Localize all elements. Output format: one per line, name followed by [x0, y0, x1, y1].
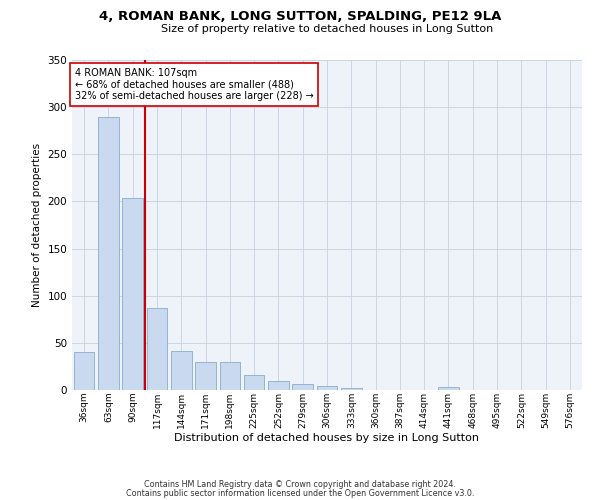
Text: Contains public sector information licensed under the Open Government Licence v3: Contains public sector information licen…	[126, 489, 474, 498]
Text: 4, ROMAN BANK, LONG SUTTON, SPALDING, PE12 9LA: 4, ROMAN BANK, LONG SUTTON, SPALDING, PE…	[99, 10, 501, 23]
Text: Contains HM Land Registry data © Crown copyright and database right 2024.: Contains HM Land Registry data © Crown c…	[144, 480, 456, 489]
Bar	[122, 198, 143, 390]
Bar	[220, 362, 240, 390]
Bar	[195, 362, 216, 390]
Bar	[98, 116, 119, 390]
Bar	[317, 386, 337, 390]
Bar	[292, 384, 313, 390]
Bar	[74, 352, 94, 390]
Title: Size of property relative to detached houses in Long Sutton: Size of property relative to detached ho…	[161, 24, 493, 34]
Bar	[146, 308, 167, 390]
Bar	[438, 387, 459, 390]
Bar	[268, 380, 289, 390]
Y-axis label: Number of detached properties: Number of detached properties	[32, 143, 42, 307]
Bar	[341, 388, 362, 390]
Bar	[171, 352, 191, 390]
Bar	[244, 375, 265, 390]
Text: 4 ROMAN BANK: 107sqm
← 68% of detached houses are smaller (488)
32% of semi-deta: 4 ROMAN BANK: 107sqm ← 68% of detached h…	[74, 68, 313, 102]
X-axis label: Distribution of detached houses by size in Long Sutton: Distribution of detached houses by size …	[175, 434, 479, 444]
